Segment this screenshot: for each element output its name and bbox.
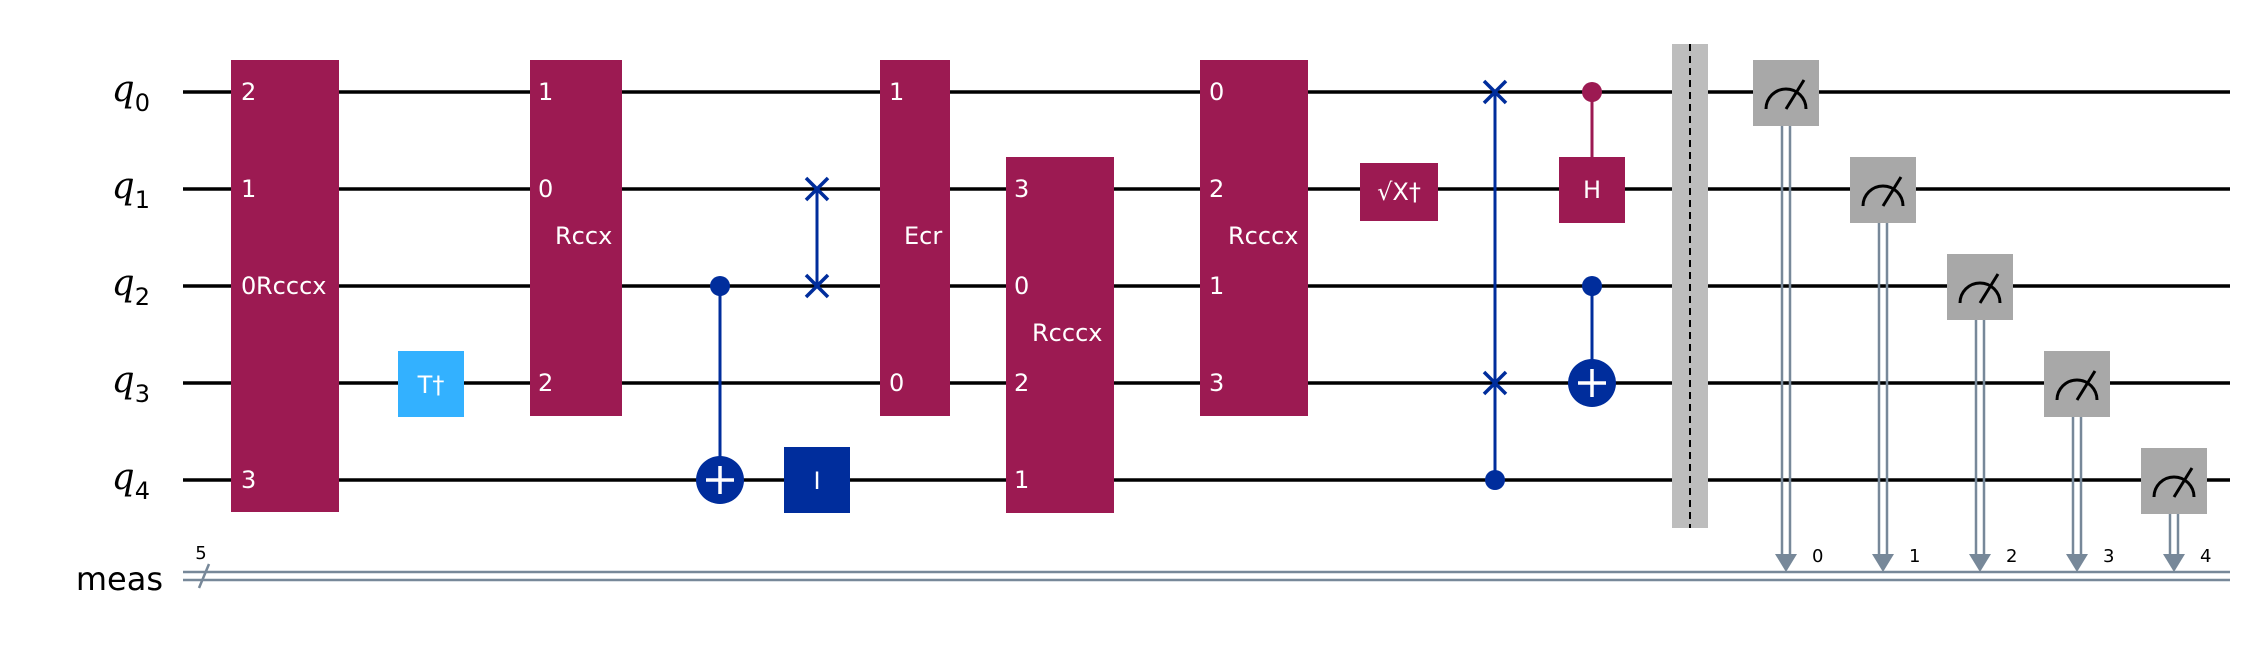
rcccx-1-label: Rcccx <box>256 272 326 300</box>
measure-q4-box <box>2141 448 2207 514</box>
rcccx-2-port-q1: 3 <box>1014 175 1029 203</box>
ch-control-dot <box>1582 82 1602 102</box>
qubit-label-q4: q4 <box>112 457 150 505</box>
swap-gate <box>804 176 830 299</box>
measure-q3: 3 <box>2044 351 2114 572</box>
rcccx-2-port-q3: 2 <box>1014 369 1029 397</box>
identity-gate: I <box>784 447 850 513</box>
measure-q2-bit-label: 2 <box>2006 546 2017 567</box>
qubit-label-q0: q0 <box>112 69 150 117</box>
rcccx-gate-3-box <box>1200 60 1308 416</box>
ch-gate-box <box>1559 157 1625 223</box>
rcccx-gate-1: 2 1 0 Rcccx 3 <box>231 60 339 512</box>
rcccx-gate-1-box <box>231 60 339 512</box>
meter-icon <box>2055 378 2099 401</box>
meter-icon <box>1861 184 1905 207</box>
ecr-port-q0: 1 <box>889 78 904 106</box>
measure-q0: 0 <box>1753 60 1823 572</box>
cx-gate-2 <box>1568 276 1616 407</box>
cx-2-control-dot <box>1582 276 1602 296</box>
creg-size-label: 5 <box>195 543 206 564</box>
rccx-port-q0: 1 <box>538 78 553 106</box>
rccx-gate-box <box>530 60 622 416</box>
rcccx-1-port-q2: 0 <box>241 272 256 300</box>
qubit-label-q1: q1 <box>112 166 150 214</box>
rcccx-gate-2: 3 0 Rcccx 2 1 <box>1006 157 1114 513</box>
cx-gate-1 <box>696 276 744 504</box>
swap-x-q2 <box>804 273 830 299</box>
rcccx-3-port-q0: 0 <box>1209 78 1224 106</box>
rcccx-1-port-q4: 3 <box>241 466 256 494</box>
measure-q2: 2 <box>1947 254 2017 572</box>
meter-icon <box>2152 475 2196 498</box>
ecr-label: Ecr <box>904 222 942 250</box>
meter-icon <box>1958 281 2002 304</box>
rcccx-3-port-q3: 3 <box>1209 369 1224 397</box>
rcccx-3-label: Rcccx <box>1228 222 1298 250</box>
measure-q0-bit-label: 0 <box>1812 546 1823 567</box>
qubit-label-q2: q2 <box>112 263 150 311</box>
swap-x-q1 <box>804 176 830 202</box>
rccx-port-q3: 2 <box>538 369 553 397</box>
ecr-gate-box <box>880 60 950 416</box>
cswap-x-q3 <box>1482 370 1508 396</box>
identity-gate-box <box>784 447 850 513</box>
rcccx-3-port-q1: 2 <box>1209 175 1224 203</box>
sxdg-gate-box <box>1360 163 1438 221</box>
rcccx-1-port-q0: 2 <box>241 78 256 106</box>
measure-q1-bit-label: 1 <box>1909 546 1920 567</box>
rcccx-2-port-q4: 1 <box>1014 466 1029 494</box>
sxdg-label: √X† <box>1377 178 1421 206</box>
ecr-gate: 1 Ecr 0 <box>880 60 950 416</box>
rccx-port-q1: 0 <box>538 175 553 203</box>
rcccx-3-port-q2: 1 <box>1209 272 1224 300</box>
qubit-label-q3: q3 <box>112 360 150 408</box>
ch-label: H <box>1583 176 1601 204</box>
rcccx-1-port-q1: 1 <box>241 175 256 203</box>
classical-register-wire: 5 <box>183 543 2230 589</box>
cswap-x-q0 <box>1482 79 1508 105</box>
rcccx-2-label: Rcccx <box>1032 319 1102 347</box>
tdg-gate-box <box>398 351 464 417</box>
rcccx-gate-3: 0 2 Rcccx 1 3 <box>1200 60 1308 416</box>
cswap-control-dot <box>1485 470 1505 490</box>
creg-bundle-slash <box>197 563 211 589</box>
measure-q4-bit-label: 4 <box>2200 546 2211 567</box>
classical-register-label: meas <box>76 560 163 598</box>
identity-label: I <box>813 467 820 495</box>
sxdg-gate: √X† <box>1360 163 1438 221</box>
rccx-gate: 1 0 Rccx 2 <box>530 60 622 416</box>
measure-q3-bit-label: 3 <box>2103 546 2114 567</box>
tdg-label: T† <box>417 371 445 399</box>
measure-q0-box <box>1753 60 1819 126</box>
measurements: 0 1 2 3 <box>1753 60 2211 572</box>
rcccx-2-port-q2: 0 <box>1014 272 1029 300</box>
cswap-gate <box>1482 79 1508 490</box>
measure-q3-box <box>2044 351 2110 417</box>
measure-q2-box <box>1947 254 2013 320</box>
cx-1-control-dot <box>710 276 730 296</box>
barrier <box>1672 44 1708 528</box>
measure-q1: 1 <box>1850 157 1920 572</box>
ecr-port-q3: 0 <box>889 369 904 397</box>
measure-q1-box <box>1850 157 1916 223</box>
meter-icon <box>1764 87 1808 110</box>
rccx-label: Rccx <box>555 222 612 250</box>
ch-gate: H <box>1559 82 1625 223</box>
rcccx-gate-2-box <box>1006 157 1114 513</box>
qubit-labels: q0 q1 q2 q3 q4 meas <box>76 69 163 598</box>
measure-q4: 4 <box>2141 448 2211 572</box>
tdg-gate: T† <box>398 351 464 417</box>
